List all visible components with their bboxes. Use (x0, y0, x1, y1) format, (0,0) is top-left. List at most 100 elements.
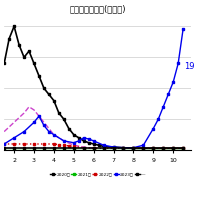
2022年 (73, 145, 75, 148)
2023年 (87, 138, 90, 140)
2020年 (28, 50, 30, 52)
2020年 (78, 137, 80, 139)
2024年 (43, 147, 45, 150)
2020年 (58, 112, 60, 114)
2020年 (43, 87, 45, 89)
2020年 (3, 62, 5, 65)
2021年 (112, 148, 115, 151)
2020年 (112, 146, 115, 148)
2023年 (23, 130, 25, 133)
2020年 (83, 140, 85, 142)
2023年 (78, 140, 80, 142)
2020年 (152, 147, 155, 150)
2023年 (172, 81, 174, 83)
2020年 (48, 93, 50, 96)
2023年 (167, 93, 169, 96)
2022年 (3, 143, 5, 145)
2023年 (3, 143, 5, 145)
2021年 (3, 148, 5, 151)
2020年 (33, 62, 35, 65)
2021年 (73, 148, 75, 151)
2024年 (3, 147, 5, 150)
2024年 (83, 147, 85, 150)
2022年 (122, 147, 125, 150)
2021年 (172, 148, 174, 151)
2020年 (122, 146, 125, 149)
2024年 (23, 147, 25, 150)
2023年 (132, 146, 135, 149)
2020年 (18, 44, 20, 46)
2022年 (112, 147, 115, 150)
Legend: 2020年, 2021年, 2022年, 2023年, ―: 2020年, 2021年, 2022年, 2023年, ― (48, 170, 147, 178)
2023年 (38, 115, 40, 117)
2022年 (43, 143, 45, 145)
2022年 (33, 143, 35, 145)
2020年 (73, 133, 75, 136)
2023年 (63, 140, 65, 142)
2023年 (73, 142, 75, 144)
2023年 (122, 146, 125, 149)
2024年 (33, 147, 35, 150)
2023年 (48, 130, 50, 133)
2020年 (142, 147, 145, 150)
2024年 (73, 147, 75, 150)
2020年 (38, 75, 40, 77)
Line: 2024年: 2024年 (3, 147, 184, 149)
2021年 (53, 148, 55, 151)
2023年 (13, 137, 15, 139)
2022年 (92, 147, 95, 150)
2023年 (83, 137, 85, 139)
2023年 (152, 127, 155, 130)
2020年 (92, 143, 95, 145)
2021年 (122, 148, 125, 151)
2024年 (53, 147, 55, 150)
2020年 (8, 38, 10, 40)
Line: 2021年: 2021年 (3, 149, 184, 151)
2023年 (157, 118, 159, 120)
2021年 (13, 148, 15, 151)
2021年 (162, 148, 164, 151)
2020年 (162, 147, 164, 150)
2021年 (83, 148, 85, 151)
2022年 (182, 147, 184, 150)
2022年 (63, 144, 65, 146)
2024年 (112, 147, 115, 150)
Line: 2022年: 2022年 (3, 143, 184, 149)
2024年 (142, 147, 145, 150)
2024年 (172, 147, 174, 150)
2021年 (63, 148, 65, 151)
2022年 (102, 147, 105, 150)
2021年 (152, 148, 155, 151)
2023年 (53, 133, 55, 136)
2024年 (63, 147, 65, 150)
2021年 (92, 148, 95, 151)
2023年 (112, 146, 115, 148)
2021年 (142, 148, 145, 151)
2020年 (13, 25, 15, 28)
2024年 (92, 147, 95, 150)
2020年 (97, 144, 100, 146)
2020年 (53, 99, 55, 102)
2021年 (182, 148, 184, 151)
2020年 (23, 56, 25, 58)
2024年 (122, 147, 125, 150)
2022年 (162, 147, 164, 150)
2023年 (92, 140, 95, 142)
Title: インフルエンザ(埼玉県): インフルエンザ(埼玉県) (69, 4, 126, 13)
2021年 (23, 148, 25, 151)
2023年 (177, 62, 179, 65)
2020年 (182, 147, 184, 150)
2024年 (13, 147, 15, 150)
2020年 (172, 147, 174, 150)
2024年 (162, 147, 164, 150)
2024年 (182, 147, 184, 150)
2022年 (132, 147, 135, 150)
2023年 (33, 121, 35, 124)
2021年 (132, 148, 135, 151)
2024年 (132, 147, 135, 150)
2023年 (102, 144, 105, 146)
2022年 (152, 147, 155, 150)
2021年 (43, 148, 45, 151)
Line: 2020年: 2020年 (3, 25, 184, 149)
2022年 (58, 143, 60, 146)
